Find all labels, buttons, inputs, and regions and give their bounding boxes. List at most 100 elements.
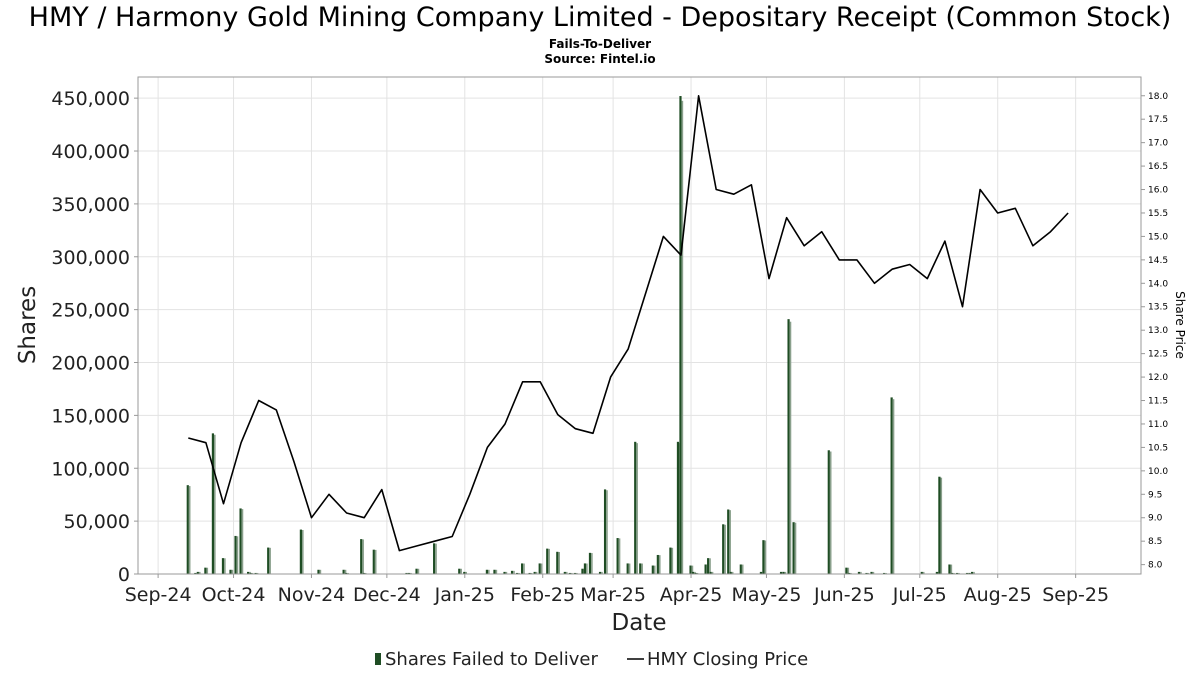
ftd-bar [950,572,954,574]
ftd-bar [787,319,790,574]
ftd-bar-shadow [958,572,960,574]
ftd-bar [598,571,602,574]
ftd-bar [651,565,654,574]
chart-subtitle: Fails-To-Deliver [548,37,652,51]
ftd-bar-shadow [460,568,462,574]
ftd-bar [533,571,536,574]
ftd-bar [603,489,607,574]
price-line [188,95,1069,552]
right-tick-label: 16.5 [1148,162,1168,172]
ftd-bar-shadow [417,568,420,574]
right-tick-label: 14.0 [1148,279,1168,289]
right-tick-label: 12.0 [1148,373,1168,383]
ftd-bar-shadow [711,571,714,574]
left-tick-label: 200,000 [51,353,130,375]
ftd-bar [407,572,411,574]
ftd-bar [317,569,320,574]
ftd-bar [870,571,873,574]
ftd-bar [827,450,830,574]
legend-ftd-label: Shares Failed to Deliver [385,649,598,670]
ftd-bar [362,572,365,574]
ftd-bar-shadow [653,565,656,574]
ftd-bar [463,571,466,574]
x-tick-label: Jan-25 [434,584,495,606]
left-axis-ticks: 0 50,000 100,000 150,000 200,000 250,000 300,0… [51,88,138,586]
ftd-bar-shadow [731,571,734,574]
ftd-bar-shadow [691,565,694,574]
ftd-bar-shadow [850,572,852,574]
ftd-bar-shadow [236,536,239,574]
left-tick-label: 400,000 [51,141,130,163]
x-tick-label: May-25 [731,584,801,606]
ftd-bar [709,571,712,574]
right-tick-label: 17.0 [1148,139,1168,149]
ftd-bar-shadow [570,572,573,574]
ftd-bar-shadow [658,555,661,574]
ftd-bar-shadow [867,572,870,574]
ftd-bar [345,572,348,574]
ftd-bar-shadow [950,564,953,574]
ftd-bar [968,572,971,574]
ftd-bar [792,522,795,574]
ftd-bar [729,571,732,574]
ftd-bar [229,569,232,574]
right-tick-label: 9.5 [1148,490,1162,500]
ftd-bar-shadow [558,552,561,574]
ftd-bar-shadow [523,563,525,574]
ftd-bar [616,538,619,574]
ftd-bar-shadow [860,571,862,574]
ftd-bar-shadow [505,571,508,574]
ftd-bar-shadow [636,443,638,574]
ftd-bar [920,571,923,574]
ftd-bar-shadow [973,571,975,574]
ftd-bar-shadow [696,572,699,574]
ftd-bar-shadow [764,540,767,574]
ftd-bar [938,476,941,574]
ftd-bar [196,571,199,574]
ftd-bar [727,509,730,574]
chart-source: Source: Fintel.io [544,52,656,66]
ftd-bar-shadow [535,571,538,574]
ftd-bar-shadow [784,571,787,574]
ftd-bar [485,569,489,574]
left-tick-label: 300,000 [51,247,130,269]
ftd-bar [372,549,375,574]
ftd-bar-shadow [591,553,593,574]
ftd-bar [204,567,207,574]
ftd-bar [679,96,682,574]
x-axis-title: Date [612,610,667,636]
ftd-bar [656,554,659,574]
left-tick-label: 50,000 [64,511,130,533]
ftd-bar [676,441,680,574]
ftd-bar-shadow [789,321,792,574]
ftd-bar-shadow [540,563,543,574]
grid-lines [138,77,1141,575]
ftd-bar [186,485,189,574]
right-tick-label: 14.5 [1148,256,1168,266]
ftd-bar-shadow [953,572,955,574]
left-tick-label: 350,000 [51,194,130,216]
ftd-bar [234,535,237,574]
ftd-bar-shadow [847,567,850,574]
ftd-bar [759,571,763,574]
ftd-bar-shadow [872,571,875,574]
ftd-bar-shadow [301,530,304,574]
ftd-bar [221,558,225,574]
ftd-bar [360,539,363,574]
ftd-bar [857,571,861,574]
ftd-bar [573,572,576,574]
left-tick-label: 0 [118,564,130,586]
ftd-bar-shadow [586,563,588,574]
ftd-bar-shadow [601,571,603,574]
right-axis-ticks: 8.0 8.5 9.0 9.5 10.0 10.5 11.0 11.5 12.0 12.5 13.0… [1141,92,1168,571]
x-tick-label: Oct-24 [202,584,266,606]
right-tick-label: 17.5 [1148,115,1168,125]
ftd-bar-shadow [362,539,364,574]
left-tick-label: 150,000 [51,405,130,427]
ftd-bar [965,572,969,574]
ftd-bar [538,563,541,574]
ftd-bar-shadow [681,100,684,574]
ftd-bar [267,547,270,574]
ftd-bar [458,568,461,574]
right-tick-label: 10.0 [1148,467,1168,477]
